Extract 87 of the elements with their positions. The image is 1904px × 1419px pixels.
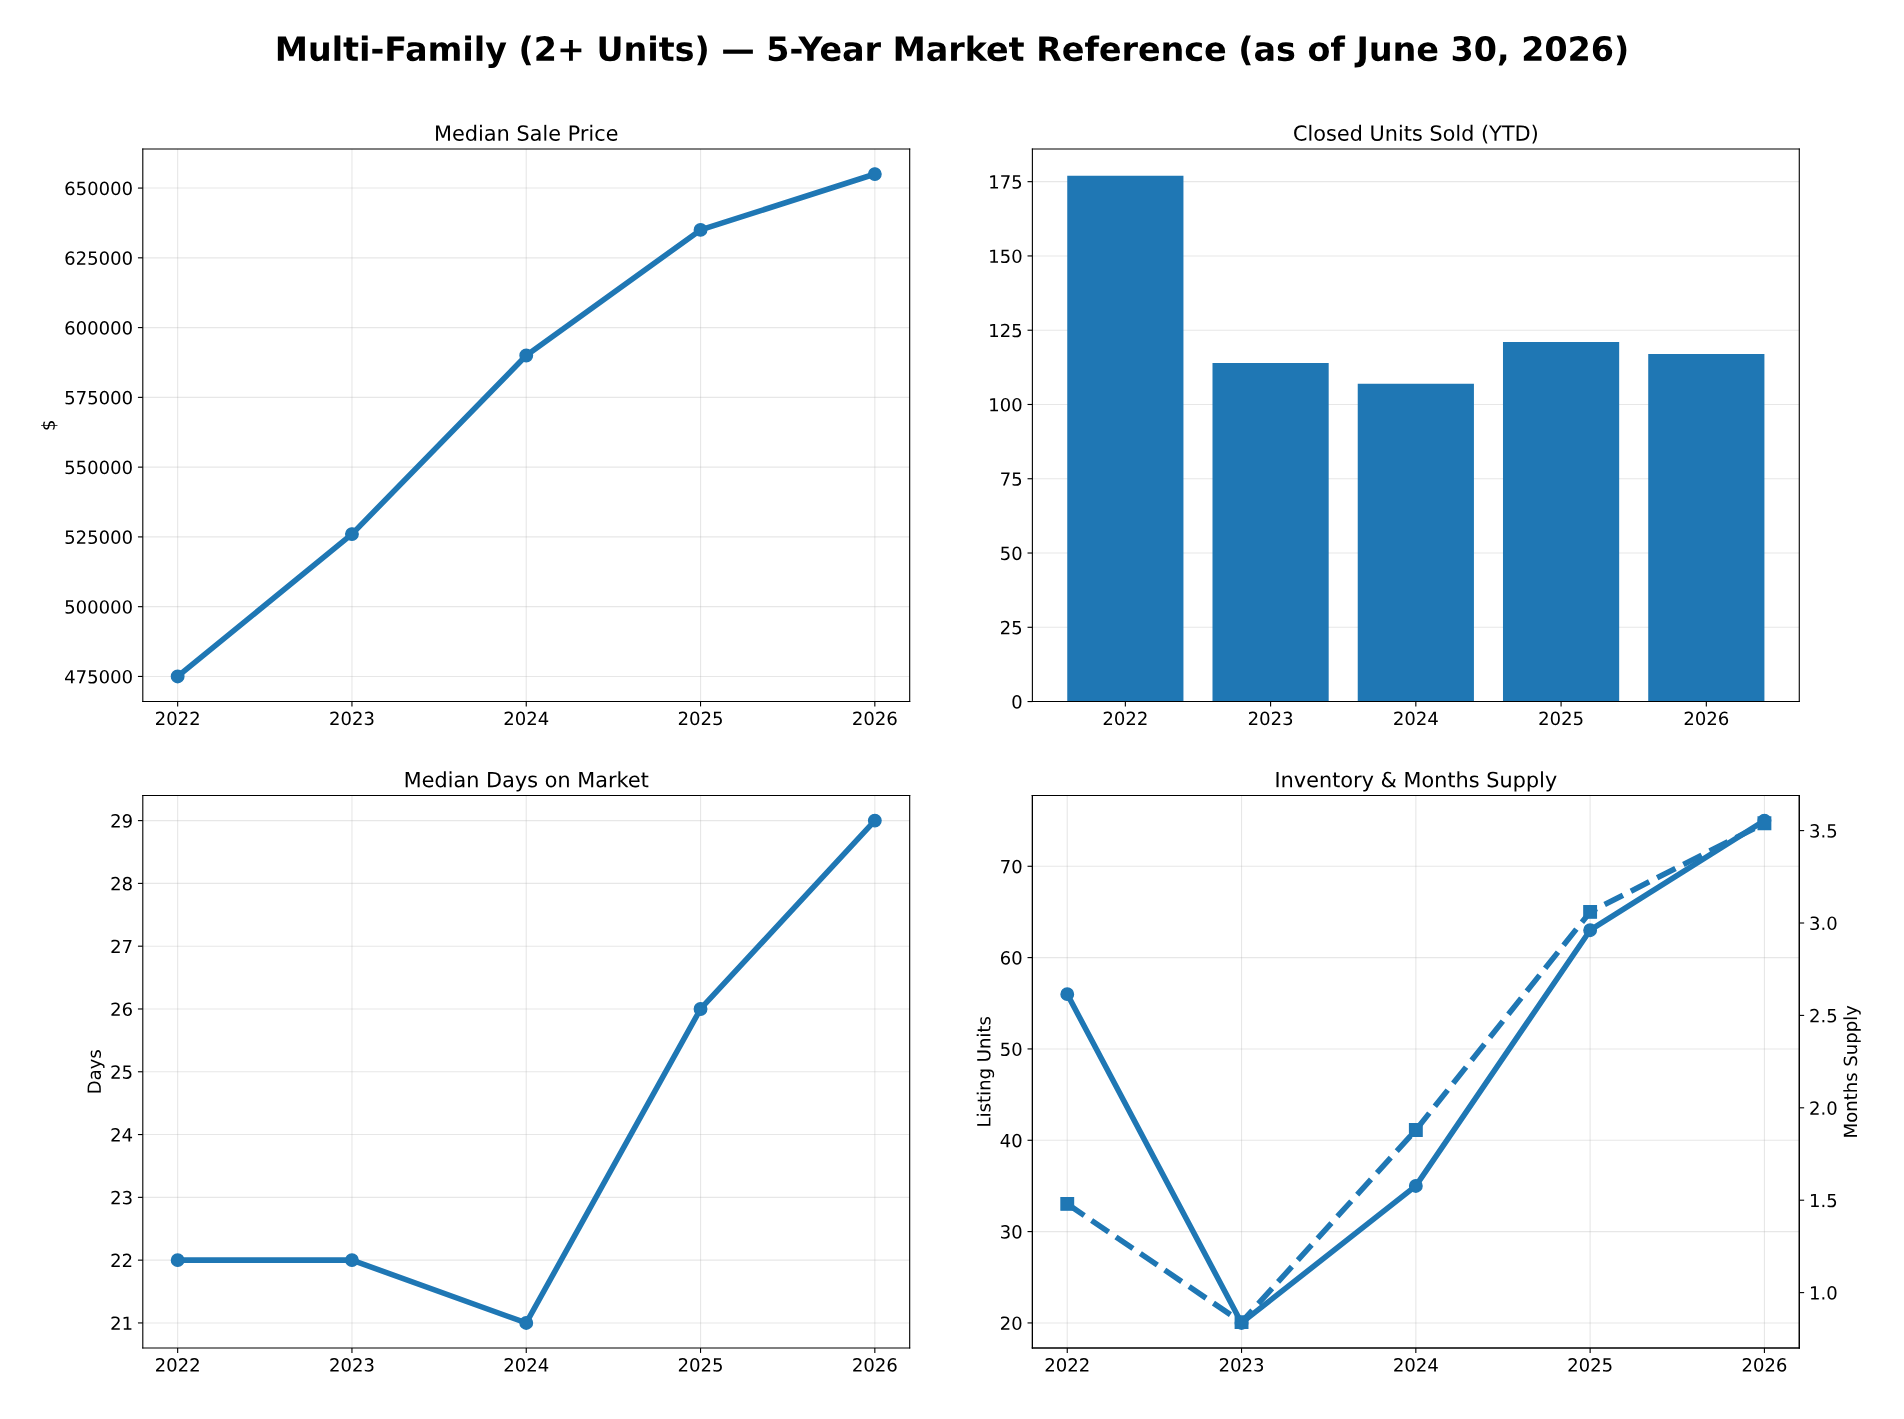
x-tick-label: 2026: [853, 1358, 897, 1372]
x-tick-label: 2025: [678, 1358, 722, 1372]
y2-tick-label: 2.0: [1810, 1101, 1837, 1115]
y-tick-label: 125: [990, 323, 1022, 338]
y-tick-label: 475000: [65, 669, 132, 684]
y-tick-label: 150: [990, 249, 1022, 264]
y2-tick-label: 2.5: [1810, 1008, 1837, 1023]
y-axis-title: Days: [87, 1050, 105, 1093]
chart-title: Median Days on Market: [405, 771, 649, 792]
x-tick-label: 2022: [156, 711, 199, 726]
y-tick-label: 25: [111, 1065, 132, 1079]
y-tick-label: 600000: [65, 321, 132, 335]
x-tick-label: 2022: [1103, 711, 1147, 726]
y-tick-label: 550000: [65, 460, 132, 475]
point: [693, 222, 708, 237]
point: [170, 1253, 185, 1268]
x-tick-label: 2023: [330, 1358, 374, 1372]
point: [345, 527, 359, 542]
bar: [1067, 175, 1184, 702]
point: [867, 167, 882, 182]
y-tick-label: 70: [1001, 859, 1022, 874]
x-tick-label: 2025: [1539, 711, 1583, 726]
y-tick-label: 26: [111, 1002, 132, 1017]
y-tick-label: 20: [1001, 1316, 1022, 1331]
bar: [1212, 362, 1329, 702]
y-tick-label: 30: [1001, 1225, 1022, 1239]
x-tick-label: 2026: [853, 711, 897, 726]
x-tick-label: 2024: [504, 711, 549, 726]
y-tick-label: 650000: [65, 181, 132, 196]
point: [519, 348, 534, 363]
y-tick-label: 50: [1001, 1042, 1022, 1057]
point: [1583, 923, 1598, 938]
y-tick-label: 575000: [65, 390, 132, 405]
point: [345, 1253, 359, 1268]
y2-tick-label: 1.0: [1810, 1286, 1837, 1300]
x-tick-label: 2026: [1742, 1358, 1787, 1372]
chart-title: Inventory & Months Supply: [1276, 771, 1557, 792]
y-tick-label: 21: [111, 1316, 132, 1330]
y-tick-label: 22: [111, 1253, 132, 1267]
chart-title: Closed Units Sold (YTD): [1294, 124, 1537, 144]
x-tick-label: 2024: [504, 1358, 549, 1372]
y-tick-label: 0: [1012, 695, 1022, 709]
x-tick-label: 2024: [1394, 711, 1438, 726]
y2-tick-label: 1.5: [1810, 1193, 1837, 1208]
y2-tick-label: 3.0: [1810, 916, 1837, 931]
point: [867, 813, 882, 828]
x-tick-label: 2025: [678, 711, 722, 726]
y-tick-label: 24: [111, 1128, 133, 1142]
bar: [1502, 342, 1620, 702]
y-tick-label: 28: [111, 876, 132, 891]
x-tick-label: 2024: [1394, 1358, 1438, 1372]
point: [693, 1002, 708, 1016]
point: [1060, 987, 1075, 1002]
y-tick-label: 500000: [65, 600, 132, 614]
x-tick-label: 2022: [156, 1358, 199, 1372]
text: Multi-Family (2+ Units) — 5-Year Market Reference (as of June 30, 2026): [277, 35, 1627, 68]
point: [519, 1315, 534, 1330]
x-tick-label: 2023: [1219, 1358, 1264, 1372]
y-tick-label: 40: [1000, 1133, 1022, 1148]
chart-title: Median Sale Price: [436, 124, 618, 141]
point: [1060, 1196, 1075, 1211]
bar: [1357, 383, 1474, 702]
y-axis-title: $: [41, 421, 58, 430]
y-tick-label: 625000: [65, 251, 132, 265]
y-tick-label: 60: [1000, 951, 1022, 965]
y-tick-label: 75: [1001, 472, 1022, 486]
y-axis-title: Listing Units: [976, 1016, 995, 1126]
x-tick-label: 2022: [1045, 1358, 1089, 1372]
point: [1408, 1178, 1423, 1193]
y-tick-label: 175: [990, 175, 1022, 189]
bar: [1648, 353, 1765, 702]
x-tick-label: 2023: [330, 711, 374, 726]
y2-axis-title: Months Supply: [1843, 1005, 1861, 1137]
y-tick-label: 25: [1001, 620, 1022, 635]
point: [1408, 1123, 1423, 1137]
y-tick-label: 100: [990, 397, 1022, 412]
y-tick-label: 29: [111, 814, 132, 828]
x-tick-label: 2025: [1568, 1358, 1612, 1372]
y2-tick-label: 3.5: [1810, 824, 1837, 838]
x-tick-label: 2026: [1684, 711, 1729, 726]
y-tick-label: 525000: [65, 530, 132, 545]
y-tick-label: 27: [111, 939, 132, 954]
y-tick-label: 50: [1001, 546, 1022, 561]
point: [170, 669, 185, 684]
point: [1583, 904, 1598, 919]
x-tick-label: 2023: [1248, 711, 1293, 726]
y-tick-label: 23: [111, 1190, 132, 1205]
